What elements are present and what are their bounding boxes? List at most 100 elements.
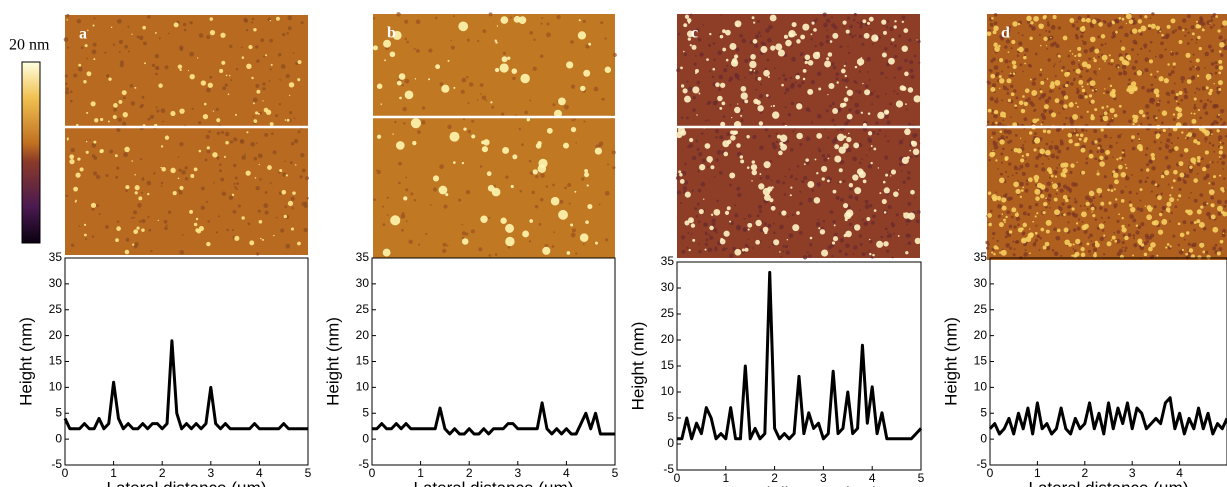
particle [827,52,833,57]
particle [719,34,724,39]
grain [1024,188,1029,193]
grain [682,185,688,191]
particle [1024,62,1026,65]
grain [1206,211,1211,217]
grain [1091,242,1097,248]
particle [297,241,301,246]
particle [269,122,274,127]
particle [771,111,780,119]
grain [76,19,82,24]
grain [467,101,470,105]
grain [546,32,551,38]
particle [1098,194,1100,196]
grain [909,68,914,73]
particle [819,229,826,235]
particle [585,220,589,224]
particle [1036,212,1039,215]
grain [443,204,448,209]
grain [1015,171,1018,175]
grain [891,223,896,228]
grain [131,216,133,219]
particle [1007,51,1010,54]
grain [532,66,537,71]
y-tick-label: 35 [974,250,988,264]
particle [1088,190,1095,197]
grain [858,34,863,39]
particle [273,234,275,237]
grain [1074,200,1078,204]
grain [1034,164,1039,168]
grain [1204,140,1207,143]
particle [1016,148,1022,154]
grain [885,93,887,96]
particle [542,246,551,255]
grain [769,159,773,163]
particle [172,190,177,196]
grain [207,220,211,223]
particle [1167,63,1170,66]
grain [839,198,844,202]
grain [857,90,862,94]
grain [907,122,912,127]
grain [1072,228,1077,232]
y-tick-label: 10 [974,380,988,394]
grain [1170,90,1175,95]
particle [914,237,922,245]
grain [1188,196,1191,199]
particle [678,170,682,174]
grain [871,103,874,106]
grain [707,247,713,253]
particle [722,47,727,52]
particle [790,186,793,189]
particle [1081,170,1086,175]
grain [545,185,549,188]
grain [785,78,788,81]
grain [1166,100,1170,104]
particle [1181,248,1185,252]
grain [722,247,726,252]
grain [219,163,222,166]
grain [815,221,821,227]
particle [1013,147,1019,153]
particle [1030,21,1034,25]
grain [821,153,826,158]
particle [862,179,867,184]
particle [734,248,742,256]
grain [1177,25,1182,31]
grain [607,163,610,166]
grain [1013,166,1019,171]
particle [1191,32,1195,36]
particle [380,103,383,105]
grain [741,38,747,44]
particle [1098,223,1105,229]
grain [697,220,701,224]
x-axis-label: Lateral distance (µm) [1028,478,1188,487]
particle [741,248,745,252]
grain [1184,28,1188,31]
grain [119,63,124,68]
grain [1045,142,1049,146]
particle [907,87,914,93]
particle [1070,163,1075,168]
grain [790,101,795,106]
particle [1011,207,1017,213]
grain [462,117,466,121]
particle [428,78,431,81]
particle [844,74,847,78]
particle [796,132,803,140]
grain [1223,204,1227,208]
particle [396,80,402,86]
grain [564,104,569,110]
particle [1050,36,1052,39]
grain [259,178,262,181]
grain [996,239,999,243]
grain [529,99,532,102]
particle [1125,13,1132,20]
grain [1168,94,1171,97]
particle [212,152,218,158]
grain [1216,161,1219,163]
particle [1197,159,1201,163]
grain [155,106,158,109]
particle [1113,113,1118,118]
